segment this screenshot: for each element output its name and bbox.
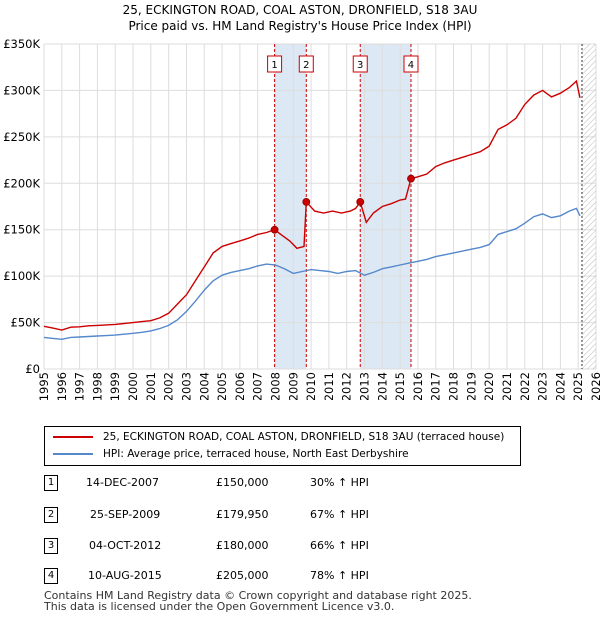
sale-price: £150,000 — [216, 476, 269, 489]
legend-swatch-price — [53, 436, 93, 438]
x-tick-label: 1997 — [73, 372, 87, 400]
plot-area — [44, 44, 596, 369]
y-tick-label: £300K — [3, 83, 40, 97]
x-tick-label: 2014 — [375, 372, 389, 400]
y-tick-label: £100K — [3, 269, 40, 283]
sale-point — [303, 198, 310, 205]
x-tick-label: 2017 — [429, 372, 443, 400]
sale-period-band — [360, 44, 411, 369]
sale-number-label: 3 — [357, 60, 363, 71]
sale-hpi-change: 30% ↑ HPI — [310, 476, 369, 489]
x-tick-label: 2015 — [393, 372, 407, 400]
sale-number-badge: 4 — [44, 568, 58, 584]
x-tick-label: 2024 — [553, 372, 567, 400]
x-tick-label: 1999 — [108, 372, 122, 400]
price-chart: 1 2 3 4£0£50K£100K£150K£200K£250K£300K£350K… — [0, 0, 600, 400]
x-tick-label: 2020 — [482, 372, 496, 400]
sale-number-badge: 3 — [44, 538, 58, 554]
table-row: 4 10-AUG-2015 £205,000 78% ↑ HPI — [44, 568, 584, 584]
x-tick-label: 2006 — [233, 372, 247, 400]
sale-number-label: 4 — [408, 60, 414, 71]
x-tick-label: 2022 — [518, 372, 532, 400]
sale-date: 10-AUG-2015 — [88, 569, 162, 582]
x-tick-label: 2016 — [411, 372, 425, 400]
y-tick-label: £150K — [3, 223, 40, 237]
sale-date: 25-SEP-2009 — [90, 508, 160, 521]
x-tick-label: 2023 — [536, 372, 550, 400]
sale-price: £180,000 — [216, 539, 269, 552]
x-tick-label: 2011 — [322, 372, 336, 400]
table-row: 1 14-DEC-2007 £150,000 30% ↑ HPI — [44, 475, 584, 491]
x-tick-label: 2026 — [589, 372, 600, 400]
sale-hpi-change: 78% ↑ HPI — [310, 569, 369, 582]
x-tick-label: 2007 — [251, 372, 265, 400]
sale-date: 04-OCT-2012 — [89, 539, 161, 552]
legend-item-price: 25, ECKINGTON ROAD, COAL ASTON, DRONFIEL… — [53, 429, 504, 445]
x-tick-label: 2002 — [162, 372, 176, 400]
y-tick-label: £250K — [3, 130, 40, 144]
x-tick-label: 2012 — [340, 372, 354, 400]
legend-swatch-hpi — [53, 453, 93, 455]
x-tick-label: 2021 — [500, 372, 514, 400]
table-row: 2 25-SEP-2009 £179,950 67% ↑ HPI — [44, 507, 584, 523]
x-tick-label: 2010 — [304, 372, 318, 400]
x-tick-label: 2005 — [215, 372, 229, 400]
x-tick-label: 1996 — [55, 372, 69, 400]
sale-period-band — [275, 44, 307, 369]
x-tick-label: 2009 — [286, 372, 300, 400]
x-tick-label: 2019 — [464, 372, 478, 400]
sale-number-badge: 1 — [44, 475, 58, 491]
sale-price: £179,950 — [216, 508, 269, 521]
sale-number-badge: 2 — [44, 507, 58, 523]
x-tick-label: 1995 — [37, 372, 51, 400]
forecast-hatch — [582, 44, 596, 369]
x-tick-label: 2000 — [126, 372, 140, 400]
legend-label-hpi: HPI: Average price, terraced house, Nort… — [103, 448, 409, 460]
x-tick-label: 2013 — [358, 372, 372, 400]
table-row: 3 04-OCT-2012 £180,000 66% ↑ HPI — [44, 538, 584, 554]
x-tick-label: 2001 — [144, 372, 158, 400]
sale-number-label: 1 — [271, 60, 277, 71]
sale-hpi-change: 67% ↑ HPI — [310, 508, 369, 521]
legend: 25, ECKINGTON ROAD, COAL ASTON, DRONFIEL… — [44, 426, 521, 466]
legend-label-price: 25, ECKINGTON ROAD, COAL ASTON, DRONFIEL… — [103, 431, 504, 443]
x-tick-label: 2003 — [179, 372, 193, 400]
x-tick-label: 1998 — [90, 372, 104, 400]
x-tick-label: 2004 — [197, 372, 211, 400]
y-tick-label: £50K — [11, 316, 41, 330]
footer-line-licence: This data is licensed under the Open Gov… — [44, 601, 472, 612]
y-tick-label: £200K — [3, 176, 40, 190]
sale-number-label: 2 — [303, 60, 309, 71]
sale-point — [271, 226, 278, 233]
legend-item-hpi: HPI: Average price, terraced house, Nort… — [53, 446, 409, 462]
sale-point — [407, 175, 414, 182]
x-tick-label: 2008 — [268, 372, 282, 400]
y-tick-label: £350K — [3, 37, 40, 51]
x-tick-label: 2025 — [571, 372, 585, 400]
sale-date: 14-DEC-2007 — [86, 476, 159, 489]
sale-point — [357, 198, 364, 205]
sale-price: £205,000 — [216, 569, 269, 582]
x-tick-label: 2018 — [447, 372, 461, 400]
footer-attribution: Contains HM Land Registry data © Crown c… — [44, 590, 472, 612]
sale-hpi-change: 66% ↑ HPI — [310, 539, 369, 552]
